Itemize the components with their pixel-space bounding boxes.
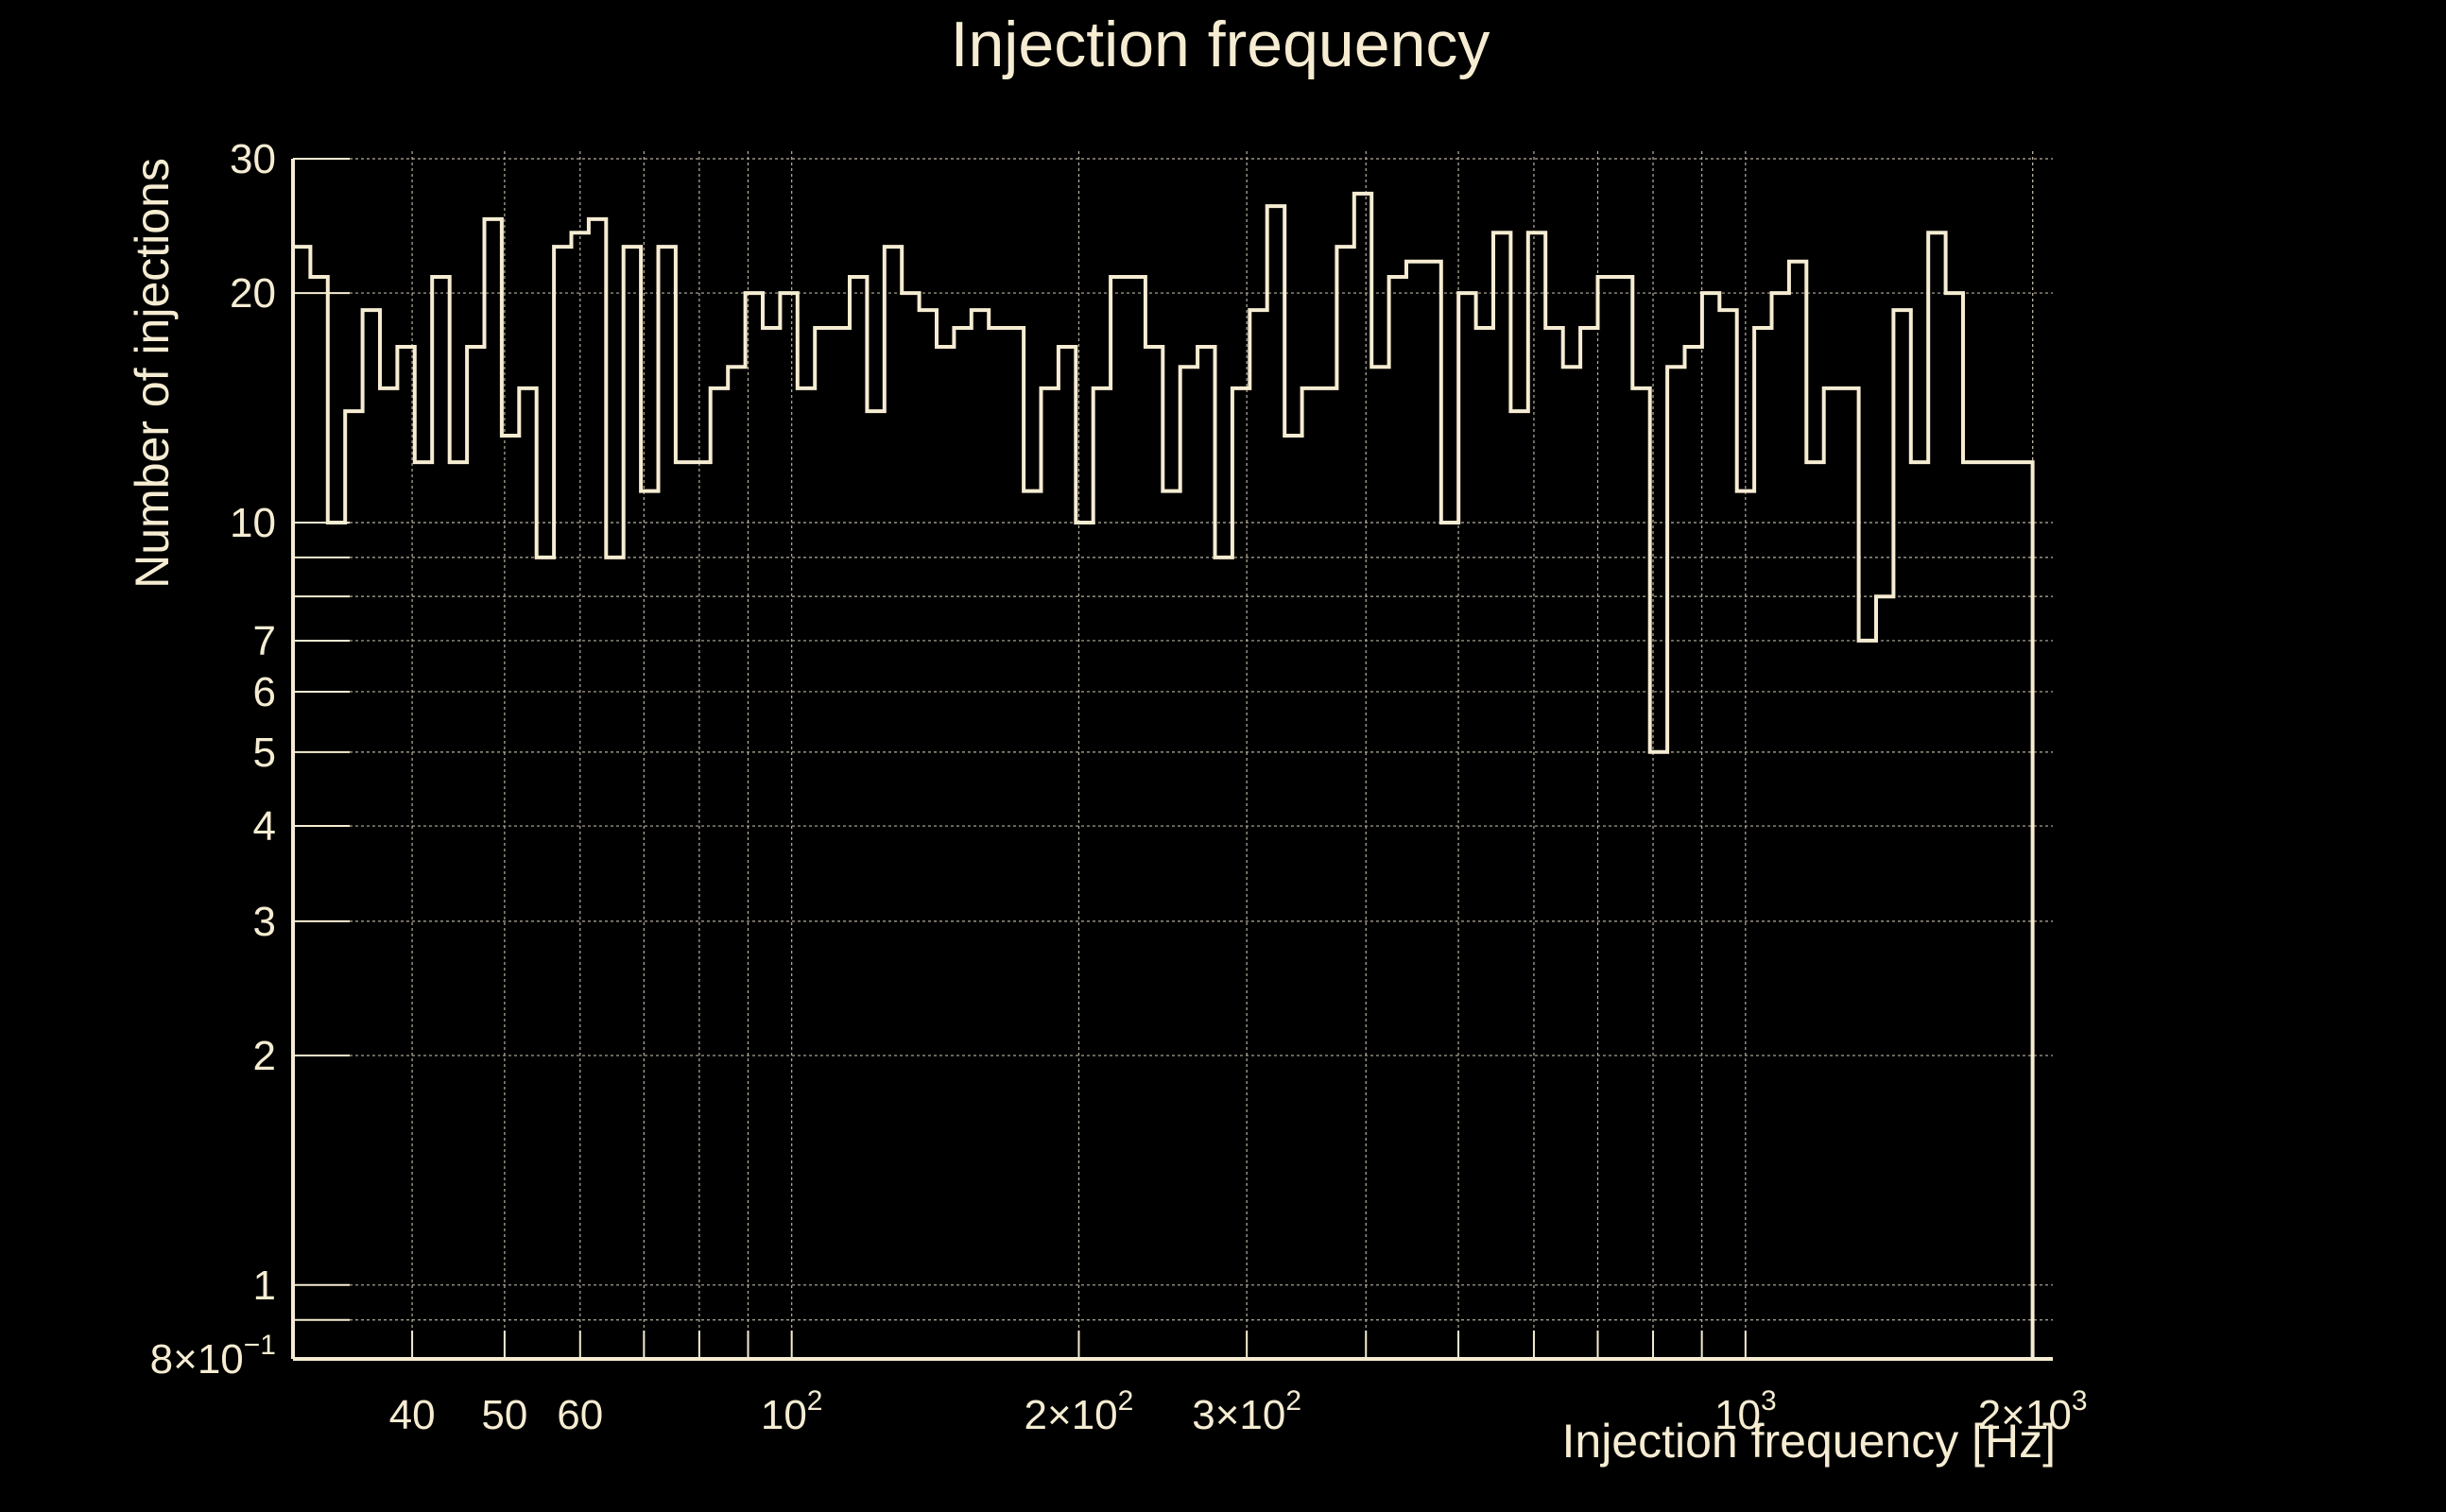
y-tick-label: 30 (230, 136, 276, 182)
y-tick-label: 7 (253, 618, 276, 664)
x-tick-label: 102 (761, 1385, 823, 1438)
x-tick-label: 50 (481, 1392, 527, 1438)
x-axis-ticks: 40 50 60 102 2×102 3×102 103 2×103 (389, 1385, 2088, 1438)
y-tick-label: 5 (253, 730, 276, 776)
y-tick-label: 20 (230, 270, 276, 317)
x-tick-label: 2×102 (1025, 1385, 1134, 1438)
y-tick-label: 8×10−1 (150, 1330, 276, 1383)
y-tick-label: 2 (253, 1033, 276, 1079)
y-tick-label: 3 (253, 899, 276, 945)
x-tick-label: 40 (389, 1392, 436, 1438)
axes (291, 158, 2053, 1361)
x-tick-label: 2×103 (1978, 1385, 2088, 1438)
x-axis-label: Injection frequency [Hz] (1562, 1415, 2057, 1468)
x-tick-label: 3×102 (1192, 1385, 1301, 1438)
y-tick-label: 6 (253, 669, 276, 715)
chart-title: Injection frequency (951, 9, 1490, 80)
y-tick-label: 1 (253, 1263, 276, 1309)
y-axis-label: Number of injections (126, 158, 179, 589)
y-tick-label: 10 (230, 500, 276, 546)
grid-lines (293, 151, 2053, 1360)
y-tick-label: 4 (253, 803, 276, 850)
x-tick-label: 60 (557, 1392, 603, 1438)
histogram-series-line (293, 191, 2035, 1359)
